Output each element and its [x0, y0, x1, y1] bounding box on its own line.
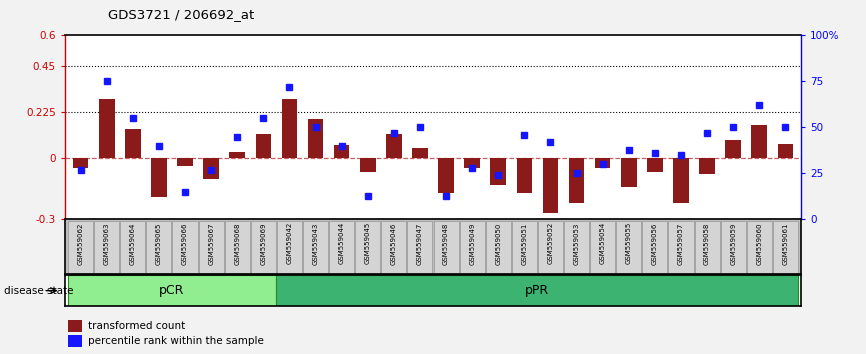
Text: GSM559065: GSM559065: [156, 222, 162, 264]
Bar: [512, 221, 537, 273]
Text: GSM559062: GSM559062: [78, 222, 84, 264]
Bar: [255, 133, 271, 158]
Text: GSM559068: GSM559068: [234, 222, 240, 265]
Bar: [538, 221, 563, 273]
Bar: [307, 119, 323, 158]
Bar: [94, 221, 120, 273]
Bar: [543, 158, 559, 213]
Bar: [726, 140, 741, 158]
Bar: [669, 221, 694, 273]
Bar: [120, 221, 145, 273]
Text: GSM559067: GSM559067: [208, 222, 214, 265]
Text: GSM559050: GSM559050: [495, 222, 501, 264]
Text: GSM559063: GSM559063: [104, 222, 110, 265]
Text: GSM559052: GSM559052: [547, 222, 553, 264]
Text: GSM559058: GSM559058: [704, 222, 710, 264]
Bar: [68, 221, 94, 273]
Text: GSM559056: GSM559056: [652, 222, 658, 264]
Bar: [146, 221, 171, 273]
Bar: [643, 221, 668, 273]
Text: GSM559048: GSM559048: [443, 222, 449, 264]
Text: GSM559060: GSM559060: [756, 222, 762, 265]
Bar: [303, 221, 328, 273]
Bar: [772, 221, 798, 273]
Bar: [281, 99, 297, 158]
Bar: [229, 152, 245, 158]
Bar: [386, 133, 402, 158]
Bar: [695, 221, 720, 273]
Text: pPR: pPR: [526, 284, 549, 297]
Bar: [360, 158, 376, 172]
Bar: [73, 158, 88, 169]
Text: GSM559046: GSM559046: [391, 222, 397, 264]
Bar: [490, 158, 506, 185]
Bar: [699, 158, 715, 175]
Bar: [172, 221, 197, 273]
Text: GSM559057: GSM559057: [678, 222, 684, 264]
Bar: [516, 158, 533, 193]
Text: GSM559066: GSM559066: [182, 222, 188, 265]
Bar: [564, 221, 589, 273]
Bar: [251, 221, 276, 273]
Text: GSM559055: GSM559055: [626, 222, 632, 264]
Text: GDS3721 / 206692_at: GDS3721 / 206692_at: [108, 8, 255, 21]
Text: GSM559054: GSM559054: [599, 222, 605, 264]
Bar: [277, 221, 302, 273]
Text: GSM559061: GSM559061: [782, 222, 788, 265]
Bar: [198, 221, 223, 273]
Text: GSM559059: GSM559059: [730, 222, 736, 264]
Bar: [125, 130, 140, 158]
Bar: [151, 158, 167, 197]
Bar: [595, 158, 611, 169]
Bar: [590, 221, 615, 273]
Bar: [99, 99, 114, 158]
Bar: [381, 221, 406, 273]
Bar: [434, 221, 459, 273]
Bar: [333, 145, 350, 158]
Bar: [778, 144, 793, 158]
Bar: [673, 158, 688, 203]
Text: GSM559049: GSM559049: [469, 222, 475, 264]
Text: transformed count: transformed count: [88, 321, 185, 331]
Bar: [329, 221, 354, 273]
Bar: [68, 335, 81, 347]
Bar: [68, 275, 276, 306]
Text: pCR: pCR: [159, 284, 184, 297]
Text: GSM559064: GSM559064: [130, 222, 136, 264]
Bar: [569, 158, 585, 203]
Bar: [621, 158, 637, 187]
Bar: [407, 221, 432, 273]
Bar: [178, 158, 193, 166]
Text: GSM559044: GSM559044: [339, 222, 345, 264]
Bar: [68, 320, 81, 332]
Bar: [460, 221, 485, 273]
Bar: [486, 221, 511, 273]
Text: GSM559069: GSM559069: [261, 222, 267, 265]
Bar: [746, 221, 772, 273]
Bar: [752, 125, 767, 158]
Bar: [617, 221, 642, 273]
Bar: [464, 158, 480, 169]
Bar: [355, 221, 380, 273]
Bar: [438, 158, 454, 193]
Bar: [647, 158, 662, 172]
Bar: [276, 275, 798, 306]
Bar: [412, 148, 428, 158]
Text: disease state: disease state: [4, 286, 74, 296]
Text: GSM559045: GSM559045: [365, 222, 371, 264]
Text: GSM559053: GSM559053: [573, 222, 579, 264]
Bar: [224, 221, 249, 273]
Text: GSM559051: GSM559051: [521, 222, 527, 264]
Bar: [721, 221, 746, 273]
Text: GSM559047: GSM559047: [417, 222, 423, 264]
Bar: [204, 158, 219, 178]
Text: GSM559043: GSM559043: [313, 222, 319, 264]
Text: percentile rank within the sample: percentile rank within the sample: [88, 336, 264, 346]
Text: GSM559042: GSM559042: [287, 222, 293, 264]
